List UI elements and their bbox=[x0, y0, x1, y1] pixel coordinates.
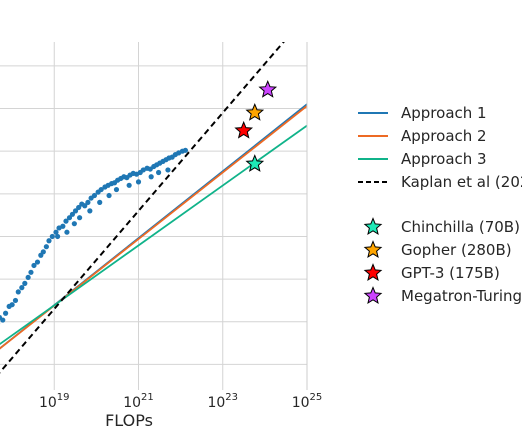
scatter-point bbox=[165, 167, 171, 173]
scatter-point bbox=[31, 262, 37, 269]
series-line bbox=[0, 103, 307, 350]
scatter-point bbox=[46, 238, 52, 244]
scatter-point bbox=[87, 208, 93, 214]
scatter-point bbox=[98, 186, 104, 193]
scatter-point bbox=[76, 204, 82, 211]
scatter-point bbox=[60, 223, 66, 229]
model-stars bbox=[234, 79, 278, 172]
scatter-point bbox=[63, 218, 69, 224]
scatter-point bbox=[40, 249, 46, 255]
legend-label: Kaplan et al (2020) bbox=[401, 173, 522, 191]
scatter-point bbox=[106, 192, 112, 199]
scatter-point bbox=[53, 229, 59, 235]
scatter-point bbox=[34, 259, 41, 265]
scatter-point bbox=[91, 192, 98, 199]
model-star-marker bbox=[234, 120, 254, 139]
model-star-marker bbox=[245, 154, 265, 172]
scatter-point bbox=[148, 174, 154, 180]
scatter-point bbox=[71, 221, 77, 227]
x-tick-label: 1025 bbox=[292, 392, 323, 411]
legend-star-swatch bbox=[363, 240, 383, 258]
model-star-marker bbox=[245, 102, 265, 121]
legend: Approach 1 Approach 2 Approach 3 Kaplan et … bbox=[358, 104, 522, 305]
series-line bbox=[0, 42, 285, 374]
scatter-point bbox=[15, 289, 21, 295]
scatter-point bbox=[182, 147, 189, 153]
x-tick-labels: 1019 1021 1023 1025 bbox=[39, 392, 322, 411]
fit-lines bbox=[0, 42, 307, 374]
model-star-marker bbox=[258, 79, 278, 98]
scatter-point bbox=[69, 211, 76, 217]
legend-label: Approach 1 bbox=[401, 104, 487, 122]
x-tick-label: 1023 bbox=[207, 392, 238, 411]
legend-label: Gopher (280B) bbox=[401, 241, 512, 259]
scatter-point bbox=[43, 244, 49, 250]
grid-lines bbox=[0, 42, 308, 390]
scatter-point bbox=[49, 233, 55, 240]
scatter-point bbox=[85, 199, 91, 205]
scatter-point bbox=[113, 186, 120, 193]
scatter-point bbox=[25, 274, 31, 281]
legend-label: Megatron-Turing NLG (530B) bbox=[401, 287, 522, 305]
scatter-point bbox=[54, 233, 61, 240]
scatter-point bbox=[77, 215, 83, 221]
legend-star-swatch bbox=[363, 263, 383, 281]
scatter-point bbox=[135, 179, 142, 185]
x-axis-label: FLOPs bbox=[105, 411, 153, 430]
scatter-point bbox=[19, 285, 25, 291]
scatter-point bbox=[9, 302, 15, 308]
scatter-point bbox=[12, 297, 19, 304]
legend-label: Chinchilla (70B) bbox=[401, 218, 520, 236]
legend-star-swatch bbox=[363, 286, 383, 304]
scatter-point bbox=[64, 229, 70, 235]
scatter-point bbox=[155, 169, 162, 176]
scatter-points bbox=[0, 147, 189, 325]
scatter-point bbox=[22, 280, 28, 286]
legend-star-swatch bbox=[363, 217, 383, 235]
legend-label: Approach 2 bbox=[401, 127, 487, 145]
x-tick-label: 1021 bbox=[123, 392, 154, 411]
scatter-point bbox=[28, 269, 34, 275]
scatter-point bbox=[82, 203, 88, 209]
plot-area bbox=[0, 42, 307, 374]
scatter-point bbox=[126, 182, 132, 188]
scatter-point bbox=[2, 310, 9, 316]
scatter-point bbox=[72, 208, 79, 214]
scatter-point bbox=[0, 317, 6, 323]
legend-label: GPT-3 (175B) bbox=[401, 264, 500, 282]
legend-label: Approach 3 bbox=[401, 150, 487, 168]
x-tick-label: 1019 bbox=[39, 392, 70, 411]
scatter-point bbox=[97, 199, 103, 205]
scatter-point bbox=[66, 215, 73, 221]
series-line bbox=[0, 105, 307, 350]
